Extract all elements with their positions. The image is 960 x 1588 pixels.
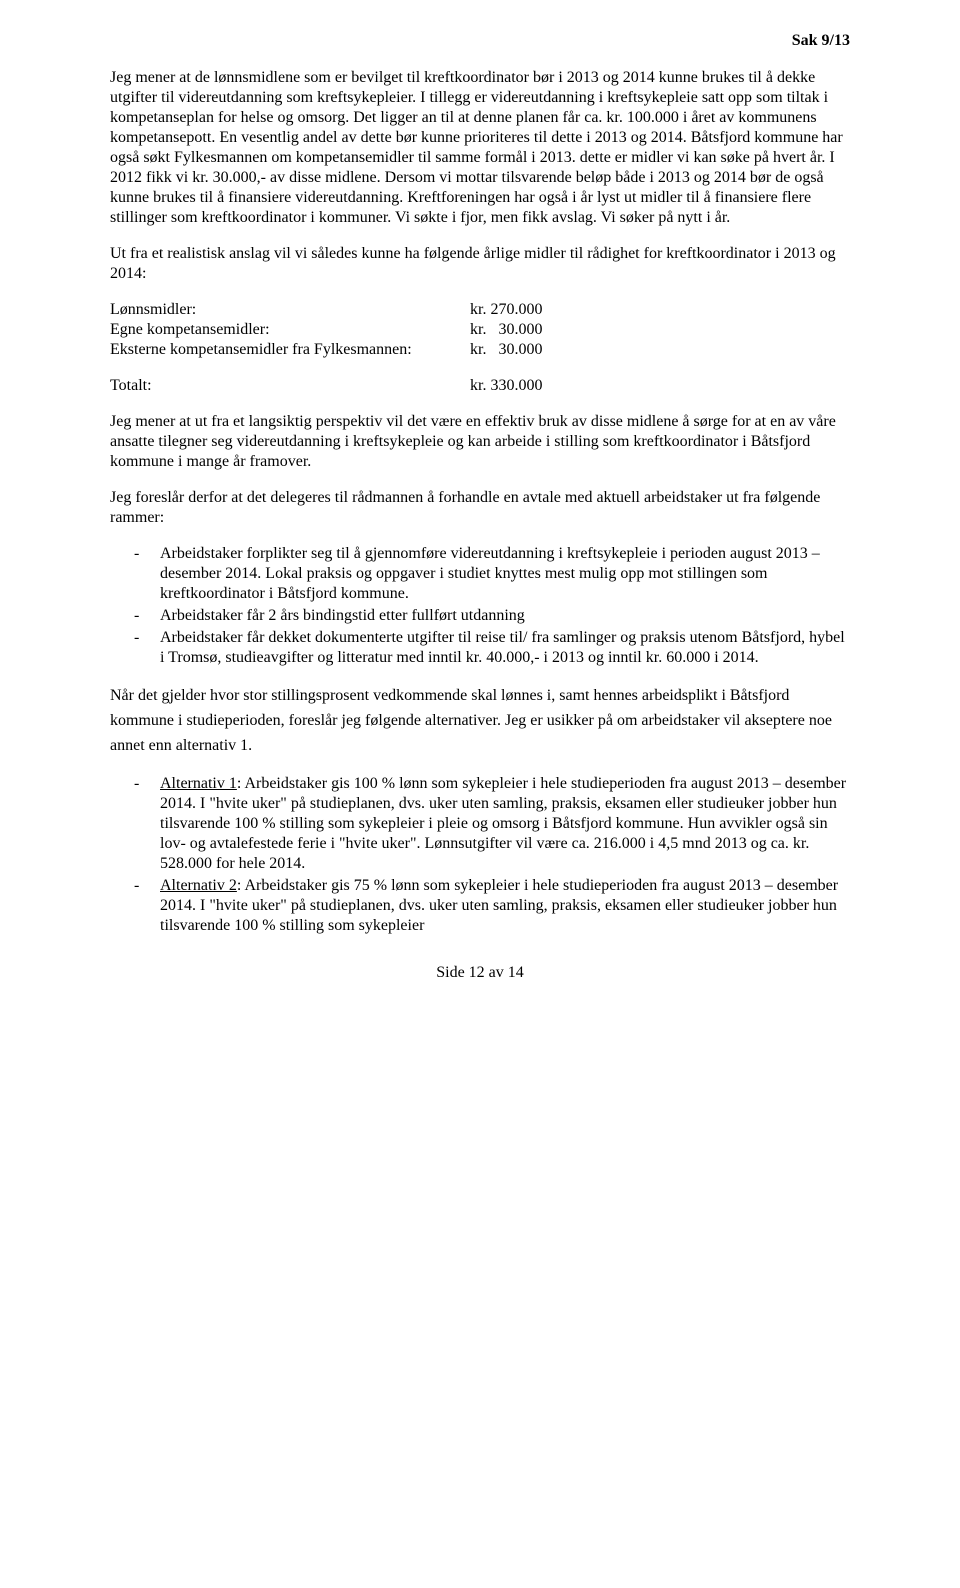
list-item: Arbeidstaker forplikter seg til å gjenno…	[160, 544, 850, 604]
alternatives-list: Alternativ 1: Arbeidstaker gis 100 % løn…	[110, 774, 850, 936]
total-row-block: Totalt: kr. 330.000	[110, 376, 850, 396]
paragraph-3: Jeg mener at ut fra et langsiktig perspe…	[110, 412, 850, 472]
amount-value: kr. 30.000	[470, 320, 542, 340]
list-item: Arbeidstaker får 2 års bindingstid etter…	[160, 606, 850, 626]
total-label: Totalt:	[110, 376, 470, 396]
amount-label: Eksterne kompetansemidler fra Fylkesmann…	[110, 340, 470, 360]
amount-label: Egne kompetansemidler:	[110, 320, 470, 340]
page-footer: Side 12 av 14	[110, 964, 850, 982]
list-item: Alternativ 1: Arbeidstaker gis 100 % løn…	[160, 774, 850, 874]
amount-row: Lønnsmidler: kr. 270.000	[110, 300, 850, 320]
amounts-table: Lønnsmidler: kr. 270.000 Egne kompetanse…	[110, 300, 850, 360]
framework-list: Arbeidstaker forplikter seg til å gjenno…	[110, 544, 850, 668]
amount-label: Lønnsmidler:	[110, 300, 470, 320]
amount-row: Egne kompetansemidler: kr. 30.000	[110, 320, 850, 340]
list-item: Arbeidstaker får dekket dokumenterte utg…	[160, 628, 850, 668]
amount-value: kr. 270.000	[470, 300, 542, 320]
page-container: Sak 9/13 Jeg mener at de lønnsmidlene so…	[0, 0, 960, 1588]
paragraph-4: Jeg foreslår derfor at det delegeres til…	[110, 488, 850, 528]
list-item: Alternativ 2: Arbeidstaker gis 75 % lønn…	[160, 876, 850, 936]
paragraph-2: Ut fra et realistisk anslag vil vi såled…	[110, 244, 850, 284]
alt-text: : Arbeidstaker gis 75 % lønn som sykeple…	[160, 877, 838, 934]
paragraph-1: Jeg mener at de lønnsmidlene som er bevi…	[110, 68, 850, 228]
case-reference: Sak 9/13	[110, 32, 850, 50]
amount-value: kr. 30.000	[470, 340, 542, 360]
amount-row: Eksterne kompetansemidler fra Fylkesmann…	[110, 340, 850, 360]
total-value: kr. 330.000	[470, 376, 542, 396]
alt-title: Alternativ 1	[160, 775, 237, 792]
alt-text: : Arbeidstaker gis 100 % lønn som sykepl…	[160, 775, 846, 872]
total-row: Totalt: kr. 330.000	[110, 376, 850, 396]
alt-title: Alternativ 2	[160, 877, 237, 894]
paragraph-5: Når det gjelder hvor stor stillingsprose…	[110, 684, 850, 758]
